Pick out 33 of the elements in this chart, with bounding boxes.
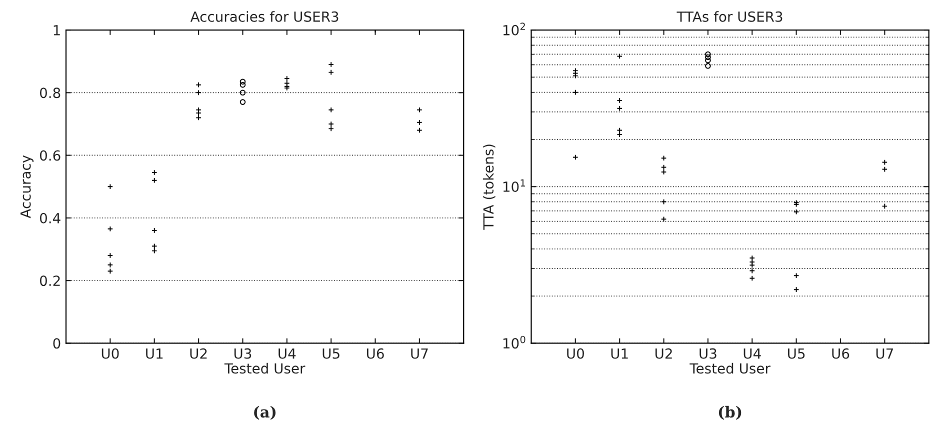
y-tick-label: 10$^{0}$ bbox=[503, 336, 526, 349]
x-tick-label: U3 bbox=[700, 348, 716, 359]
x-tick-label: U6 bbox=[832, 348, 850, 359]
x-tick-label: U5 bbox=[322, 348, 340, 359]
x-tick-label: U1 bbox=[611, 348, 628, 359]
x-tick-label: U3 bbox=[234, 348, 252, 359]
y-tick-label: 0 bbox=[53, 338, 60, 349]
y-tick-label: 0.4 bbox=[40, 212, 60, 224]
x-tick-label: U7 bbox=[876, 348, 893, 359]
y-tick-label: 0.2 bbox=[40, 276, 60, 286]
x-axis-title: Tested User bbox=[690, 362, 770, 374]
y-axis-title: Accuracy bbox=[20, 155, 34, 218]
x-tick-label: U4 bbox=[744, 348, 761, 359]
x-tick-label: U0 bbox=[567, 348, 584, 359]
x-tick-label: U7 bbox=[411, 348, 428, 359]
x-tick-label: U4 bbox=[278, 348, 296, 359]
y-tick-label: 0.6 bbox=[40, 150, 60, 161]
text: (a) bbox=[254, 406, 276, 420]
text: (b) bbox=[718, 406, 742, 420]
x-tick-label: U2 bbox=[190, 348, 207, 359]
x-axis-title: Tested User bbox=[224, 362, 306, 374]
x-tick-label: U2 bbox=[655, 348, 672, 359]
x-tick-label: U6 bbox=[366, 348, 384, 359]
x-tick-label: U5 bbox=[788, 348, 805, 359]
y-tick-label: 0.8 bbox=[40, 88, 60, 98]
chart-title: Accuracies for USER3 bbox=[190, 11, 338, 22]
chart-title: TTAs for USER3 bbox=[676, 11, 782, 22]
y-tick-label: 10$^{1}$ bbox=[503, 179, 526, 192]
x-tick-label: U0 bbox=[102, 348, 119, 359]
y-tick-label: 1 bbox=[54, 25, 60, 36]
x-tick-label: U1 bbox=[146, 348, 163, 359]
y-axis-title: TTA (tokens) bbox=[482, 144, 496, 230]
y-tick-label: 10$^{2}$ bbox=[503, 22, 525, 36]
